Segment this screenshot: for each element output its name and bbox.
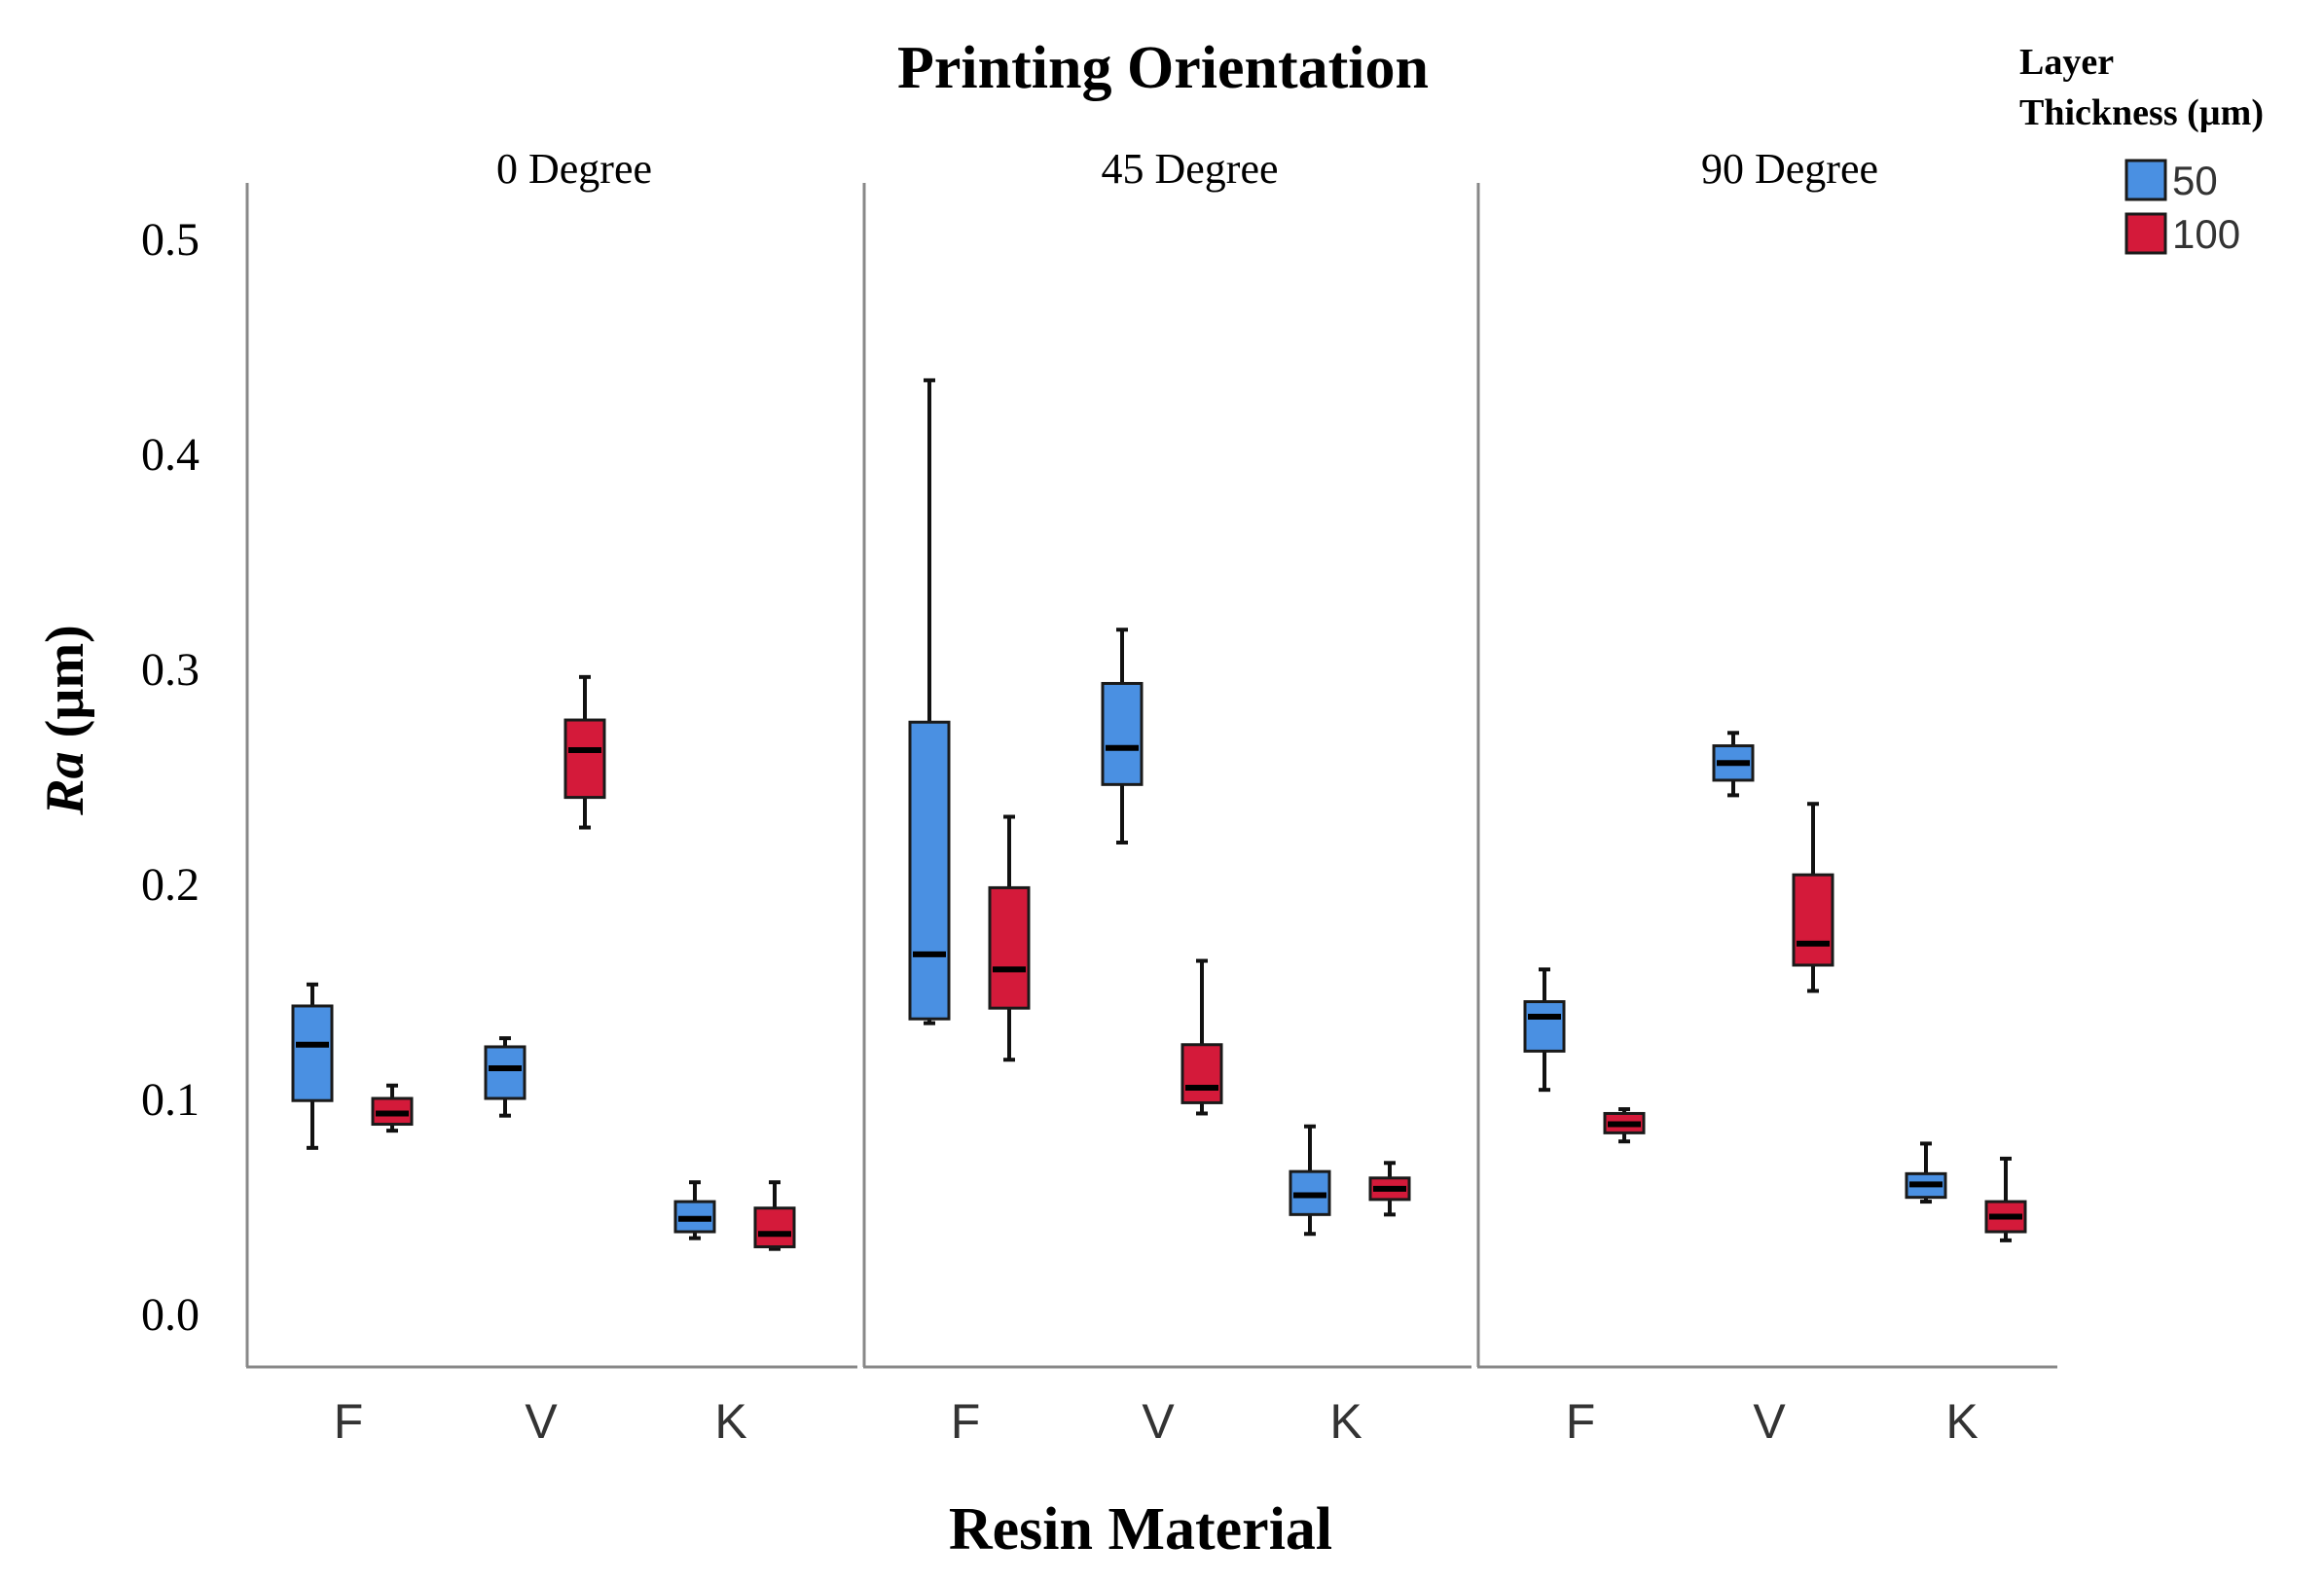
x-tick-label: F [334, 1394, 364, 1449]
x-tick-label: K [714, 1394, 746, 1449]
x-tick-label: K [1945, 1394, 1978, 1449]
box-V-100 [563, 674, 606, 830]
y-tick-label: 0.5 [141, 214, 200, 266]
box-iqr [908, 720, 951, 1021]
x-axis-label: Resin Material [949, 1496, 1332, 1563]
legend-title-line2: Thickness (µm) [2019, 92, 2264, 133]
legend-title-line1: Layer [2019, 42, 2114, 83]
box-K-50 [1289, 1124, 1331, 1237]
box-V-50 [1712, 731, 1755, 798]
box-iqr [988, 885, 1031, 1010]
legend-swatch-100 [2124, 212, 2167, 255]
box-iqr [484, 1045, 527, 1100]
y-tick-label: 0.0 [141, 1289, 200, 1341]
panel-1: 45 Degree F V K [862, 145, 1471, 1449]
box-iqr [1523, 1000, 1566, 1053]
chart-title: Printing Orientation [897, 35, 1429, 101]
panel-0: 0 Degree F V K [245, 145, 857, 1449]
box-V-50 [484, 1036, 527, 1118]
box-F-50 [291, 982, 334, 1150]
y-axis-label-unit: (µm) [35, 625, 95, 737]
x-tick-label: F [1566, 1394, 1596, 1449]
legend-label-50: 50 [2172, 158, 2218, 203]
y-tick-label: 0.4 [141, 429, 200, 481]
y-axis-label: Ra (µm) [35, 625, 95, 816]
box-F-100 [371, 1083, 414, 1133]
box-iqr [1180, 1043, 1223, 1104]
box-F-50 [908, 377, 951, 1025]
y-tick-label: 0.2 [141, 859, 200, 911]
box-V-100 [1792, 802, 1834, 993]
panel-label: 0 Degree [496, 145, 652, 193]
box-V-50 [1101, 628, 1144, 845]
panel-label: 90 Degree [1701, 145, 1878, 193]
box-iqr [1792, 873, 1834, 967]
legend-swatch-50 [2124, 159, 2167, 201]
box-V-100 [1180, 958, 1223, 1116]
box-K-100 [1984, 1156, 2027, 1242]
box-F-100 [988, 814, 1031, 1062]
x-tick-label: K [1329, 1394, 1362, 1449]
box-K-50 [1905, 1141, 1947, 1204]
legend-label-100: 100 [2172, 211, 2240, 257]
box-iqr [753, 1206, 796, 1248]
panel-label: 45 Degree [1101, 145, 1278, 193]
x-tick-label: F [951, 1394, 981, 1449]
x-tick-label: V [1142, 1394, 1175, 1449]
box-F-100 [1603, 1107, 1646, 1144]
y-tick-label: 0.1 [141, 1074, 200, 1126]
panels: 0 Degree F V K 45 Degree F V K 90 Degree F V K [245, 145, 2057, 1449]
x-tick-label: V [525, 1394, 558, 1449]
x-tick-label: V [1753, 1394, 1786, 1449]
y-tick-label: 0.3 [141, 644, 200, 696]
panel-2: 90 Degree F V K [1476, 145, 2057, 1449]
box-K-50 [673, 1180, 716, 1240]
box-K-100 [753, 1180, 796, 1251]
box-iqr [291, 1004, 334, 1102]
box-iqr [1101, 681, 1144, 786]
y-tick-labels: 0.0 0.1 0.2 0.3 0.4 0.5 [141, 214, 200, 1341]
box-iqr [563, 718, 606, 800]
box-K-100 [1368, 1161, 1411, 1217]
y-axis-label-variable: Ra [35, 751, 95, 815]
box-F-50 [1523, 967, 1566, 1093]
